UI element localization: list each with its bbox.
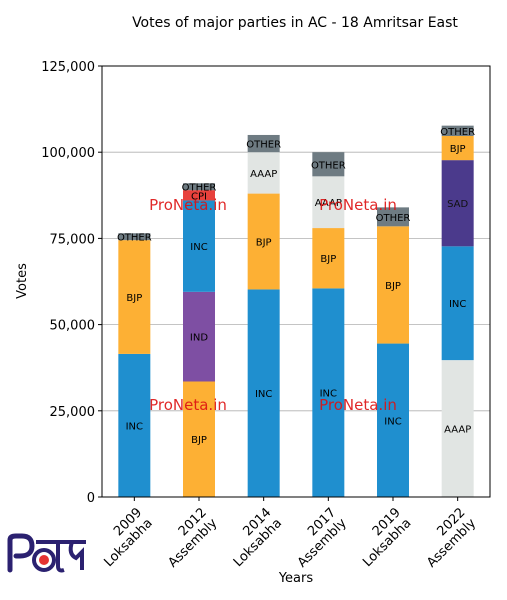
segment-label: BJP <box>450 144 466 155</box>
gridlines <box>102 65 490 498</box>
segment-label: IND <box>190 333 208 344</box>
chart-title: Votes of major parties in AC - 18 Amrits… <box>132 15 458 31</box>
y-axis-label: Votes <box>15 263 30 299</box>
segment-labels: INCBJPOTHERBJPINDINCCPIOTHERINCBJPAAAPOT… <box>117 127 475 446</box>
bar-segment <box>312 176 345 229</box>
bar-segment <box>183 200 215 292</box>
segment-label: BJP <box>191 435 207 446</box>
segment-label: OTHER <box>440 127 475 138</box>
y-tick-label: 75,000 <box>50 232 96 247</box>
bar-segment <box>183 291 215 382</box>
bar-segment <box>118 233 151 241</box>
y-tick-label: 0 <box>87 491 95 506</box>
bar-segment <box>247 289 280 497</box>
segment-label: BJP <box>320 254 336 265</box>
segment-label: SAD <box>447 199 468 210</box>
y-axis: 0 25,000 50,000 75,000 100,000 125,000 <box>41 60 102 506</box>
segment-label: INC <box>190 242 207 253</box>
bar-segment <box>312 288 345 497</box>
bar-segment <box>312 152 345 177</box>
watermark-text: ProNeta.in <box>319 396 397 414</box>
bar-segment <box>183 381 215 497</box>
y-tick-label: 100,000 <box>41 146 95 161</box>
segment-label: AAAP <box>250 169 277 180</box>
segment-label: CPI <box>191 191 207 202</box>
bars <box>118 125 474 497</box>
watermarks: ProNeta.in ProNeta.in ProNeta.in ProNeta.in <box>149 196 397 414</box>
bar-segment <box>441 360 474 497</box>
bar-segment <box>441 125 474 136</box>
bar-segment <box>377 226 409 344</box>
plot-frame <box>101 65 491 498</box>
proneta-logo <box>7 533 86 573</box>
bar-segment <box>377 207 409 227</box>
bar-segment <box>441 246 474 361</box>
segment-label: AAAP <box>315 198 342 209</box>
y-tick-label: 125,000 <box>41 60 95 75</box>
x-tick-label: 2017Assembly <box>284 505 350 571</box>
watermark-text: ProNeta.in <box>319 196 397 214</box>
segment-label: INC <box>126 421 143 432</box>
segment-label: AAAP <box>444 425 471 436</box>
segment-label: OTHER <box>376 213 411 224</box>
watermark-text: ProNeta.in <box>149 196 227 214</box>
x-tick-label: 2014Loksabha <box>220 505 285 570</box>
bar-segment <box>247 134 280 153</box>
x-tick-label: 2019Loksabha <box>350 505 415 570</box>
y-tick-label: 50,000 <box>50 319 96 334</box>
segment-label: OTHER <box>311 160 346 171</box>
bar-segment <box>247 152 280 194</box>
segment-label: BJP <box>256 238 272 249</box>
x-tick-label: 2012Assembly <box>155 505 221 571</box>
bar-segment <box>247 193 280 290</box>
bar-segment <box>118 240 151 354</box>
x-tick-label: 2022Assembly <box>414 505 480 571</box>
bar-segment <box>183 183 215 191</box>
x-axis-label: Years <box>278 571 314 586</box>
segment-label: BJP <box>385 281 401 292</box>
bar-segment <box>118 353 151 497</box>
segment-label: OTHER <box>117 233 152 244</box>
segment-label: OTHER <box>246 140 281 151</box>
x-axis: 2009Loksabha 2012Assembly 2014Loksabha 2017… <box>91 497 480 571</box>
segment-label: INC <box>255 389 272 400</box>
y-tick-label: 25,000 <box>50 405 96 420</box>
bar-segment <box>441 160 474 247</box>
segment-label: INC <box>384 416 401 427</box>
x-tick-label: 2009Loksabha <box>91 505 156 570</box>
segment-label: BJP <box>126 293 142 304</box>
bar-segment <box>312 228 345 289</box>
segment-label: INC <box>449 299 466 310</box>
bar-segment <box>441 135 474 161</box>
bar-segment <box>183 190 215 201</box>
bar-segment <box>377 343 409 497</box>
watermark-text: ProNeta.in <box>149 396 227 414</box>
segment-label: INC <box>320 389 337 400</box>
segment-label: OTHER <box>182 183 217 194</box>
